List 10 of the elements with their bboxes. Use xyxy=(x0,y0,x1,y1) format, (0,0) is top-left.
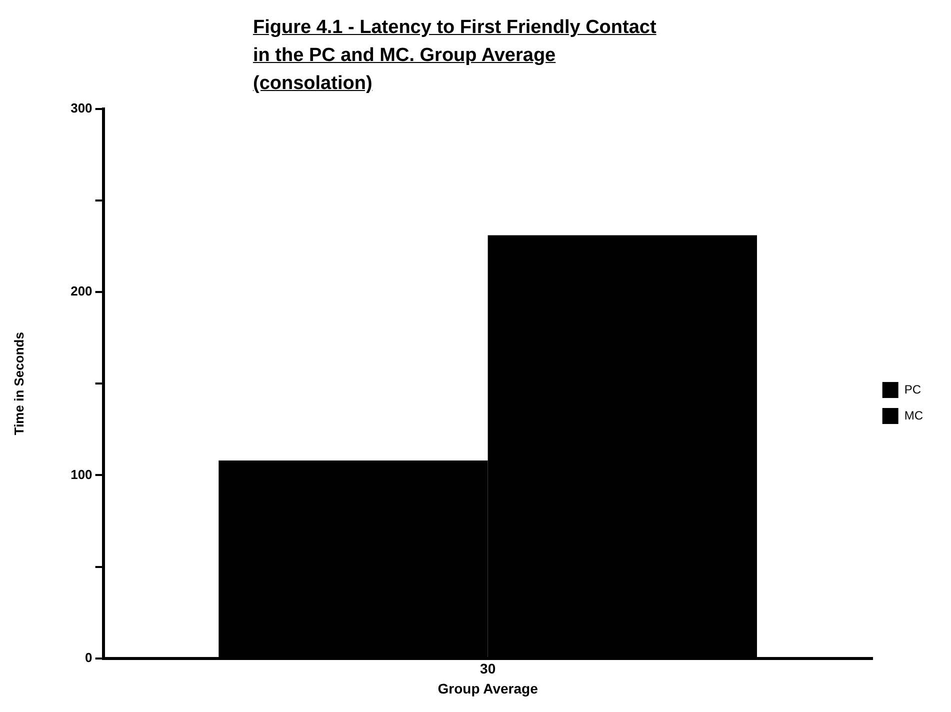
chart-title: Figure 4.1 - Latency to First Friendly Contact in the PC and MC. Group Average (consolation) xyxy=(253,16,658,96)
x-tick-label: 30 xyxy=(480,660,496,677)
x-axis-title: Group Average xyxy=(438,680,538,696)
y-axis-title: Time in Seconds xyxy=(11,332,26,436)
y-tick-label: 100 xyxy=(70,466,92,482)
y-tick-label: 300 xyxy=(70,100,92,116)
y-tick-label: 200 xyxy=(70,284,92,299)
y-tick-label: 0 xyxy=(85,650,92,665)
legend-label: PC xyxy=(904,382,922,396)
legend-label: MC xyxy=(904,408,924,422)
